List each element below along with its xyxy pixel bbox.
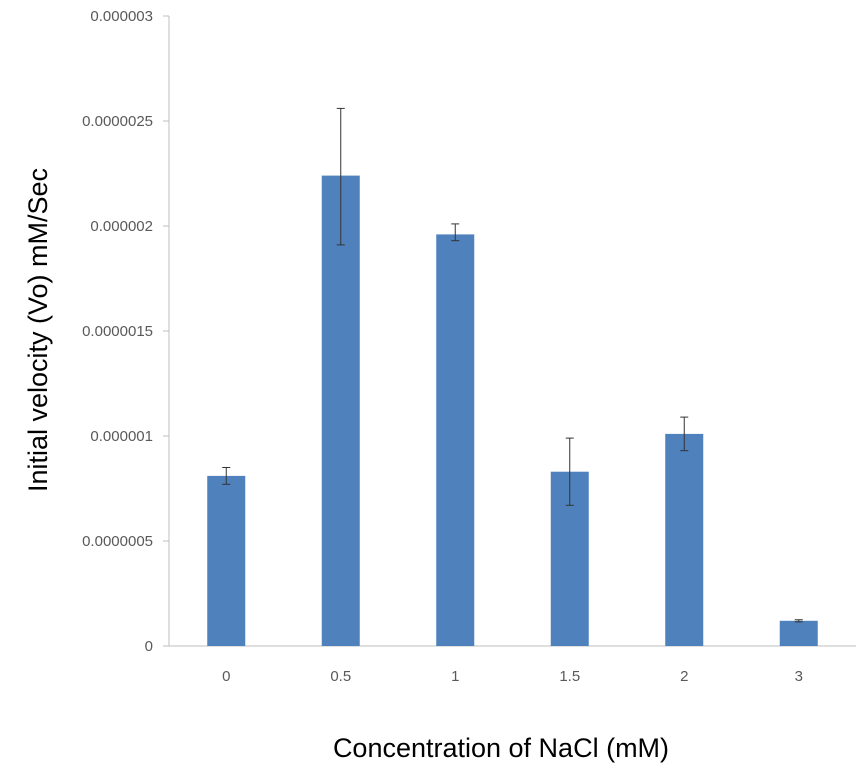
bar (207, 475, 246, 646)
y-tick-label: 0.000001 (90, 428, 153, 445)
x-tick-label: 3 (795, 668, 803, 685)
y-tick-label: 0.0000015 (82, 323, 153, 340)
x-tick-label: 0 (222, 668, 230, 685)
x-tick-label: 1.5 (559, 668, 580, 685)
y-tick-label: 0.000002 (90, 218, 153, 235)
x-tick-label: 1 (451, 668, 459, 685)
x-axis-title: Concentration of NaCl (mM) (333, 733, 669, 763)
x-tick-labels: 0 0.5 1 1.5 2 3 (222, 668, 803, 685)
y-axis-title: Initial velocity (Vo) mM/Sec (23, 168, 53, 492)
bar (665, 433, 704, 646)
y-tick-labels: 0 0.0000005 0.000001 0.0000015 0.000002 0.000… (82, 8, 153, 655)
y-tick-label: 0 (145, 638, 153, 655)
bar (436, 234, 475, 646)
x-tick-label: 2 (680, 668, 688, 685)
bar (321, 175, 360, 646)
y-tick-label: 0.0000025 (82, 113, 153, 130)
bar (779, 620, 818, 646)
bars (207, 175, 818, 646)
x-tick-label: 0.5 (330, 668, 351, 685)
axes (163, 15, 856, 647)
y-tick-label: 0.0000005 (82, 533, 153, 550)
error-bars (222, 107, 803, 623)
y-tick-label: 0.000003 (90, 8, 153, 25)
